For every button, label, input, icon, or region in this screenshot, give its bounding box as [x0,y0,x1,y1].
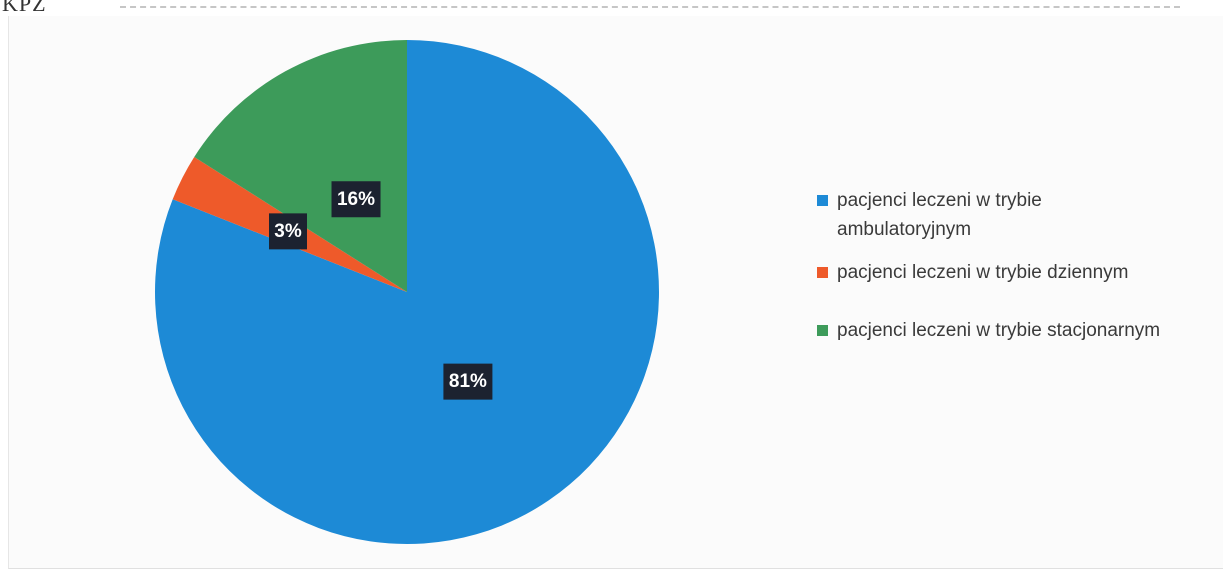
data-label-text-ambulatoryjnym: 81% [449,371,487,392]
data-label-dziennym: 3% [268,213,307,250]
pie-slice-stacjonarnym [194,40,407,292]
scan-line [120,6,1180,8]
data-label-box-dziennym [268,213,307,250]
data-label-box-stacjonarnym [331,181,381,218]
legend-swatch-ambulatoryjnym [817,195,828,206]
pie-data-labels: 81% 3% 16% [268,181,493,400]
data-label-box-ambulatoryjnym [443,363,493,400]
data-label-ambulatoryjnym: 81% [443,363,493,400]
legend-swatch-dziennym [817,267,828,278]
legend-label-ambulatoryjnym: pacjenci leczeni w trybie ambulatoryjnym [837,190,1042,240]
legend-label-dziennym: pacjenci leczeni w trybie dziennym [837,262,1129,283]
data-label-text-dziennym: 3% [274,221,302,242]
data-label-text-stacjonarnym: 16% [337,189,375,210]
legend-swatch-stacjonarnym [817,325,828,336]
legend-item-stacjonarnym: pacjenci leczeni w trybie stacjonarnym [815,316,1215,345]
legend-item-ambulatoryjnym: pacjenci leczeni w trybie ambulatoryjnym [815,186,1215,244]
legend-item-dziennym: pacjenci leczeni w trybie dziennym [815,258,1215,287]
data-label-stacjonarnym: 16% [331,181,381,218]
legend: pacjenci leczeni w trybie ambulatoryjnym… [815,186,1215,345]
heading-fragment: KPZ [2,0,47,16]
pie-slices [155,40,659,544]
legend-label-stacjonarnym: pacjenci leczeni w trybie stacjonarnym [837,320,1161,341]
